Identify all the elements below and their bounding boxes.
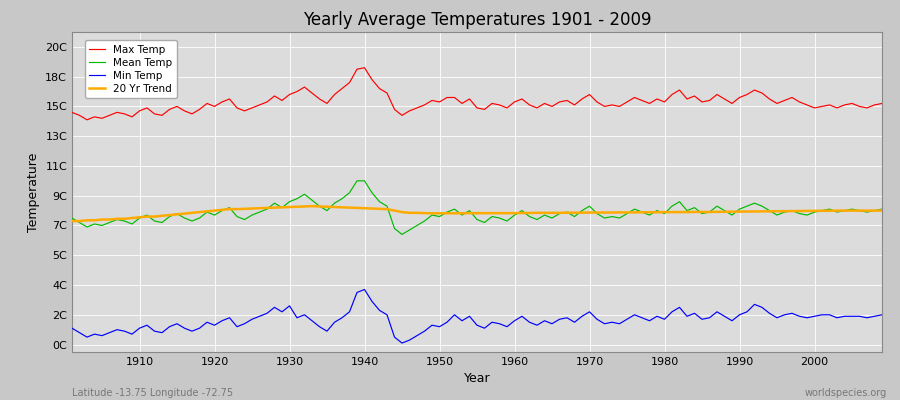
Mean Temp — [877, 207, 887, 212]
Min Temp — [877, 312, 887, 317]
Min Temp — [614, 321, 625, 326]
Mean Temp — [517, 208, 527, 213]
Max Temp — [344, 80, 355, 85]
20 Yr Trend — [67, 219, 77, 224]
Mean Temp — [127, 222, 138, 226]
Min Temp — [292, 315, 302, 320]
X-axis label: Year: Year — [464, 372, 490, 386]
Max Temp — [614, 104, 625, 109]
Y-axis label: Temperature: Temperature — [27, 152, 40, 232]
Min Temp — [517, 314, 527, 319]
Min Temp — [337, 315, 347, 320]
Legend: Max Temp, Mean Temp, Min Temp, 20 Yr Trend: Max Temp, Mean Temp, Min Temp, 20 Yr Tre… — [86, 40, 176, 98]
20 Yr Trend — [877, 208, 887, 213]
Mean Temp — [524, 214, 535, 219]
Mean Temp — [337, 196, 347, 201]
Line: Min Temp: Min Temp — [72, 290, 882, 343]
Line: Mean Temp: Mean Temp — [72, 181, 882, 234]
Mean Temp — [352, 178, 363, 183]
20 Yr Trend — [509, 211, 520, 216]
20 Yr Trend — [517, 210, 527, 215]
Max Temp — [67, 110, 77, 115]
20 Yr Trend — [344, 205, 355, 210]
Mean Temp — [292, 196, 302, 201]
Line: Max Temp: Max Temp — [72, 68, 882, 120]
Max Temp — [524, 102, 535, 107]
Mean Temp — [67, 216, 77, 220]
Min Temp — [397, 341, 408, 346]
Max Temp — [517, 96, 527, 101]
Mean Temp — [614, 216, 625, 220]
Max Temp — [299, 85, 310, 90]
Max Temp — [359, 65, 370, 70]
Max Temp — [134, 108, 145, 113]
20 Yr Trend — [607, 210, 617, 215]
20 Yr Trend — [292, 204, 302, 209]
Max Temp — [877, 101, 887, 106]
20 Yr Trend — [307, 204, 318, 208]
Text: worldspecies.org: worldspecies.org — [805, 388, 886, 398]
Mean Temp — [397, 232, 408, 237]
Text: Latitude -13.75 Longitude -72.75: Latitude -13.75 Longitude -72.75 — [72, 388, 233, 398]
Min Temp — [359, 287, 370, 292]
Line: 20 Yr Trend: 20 Yr Trend — [72, 206, 882, 221]
Title: Yearly Average Temperatures 1901 - 2009: Yearly Average Temperatures 1901 - 2009 — [302, 11, 652, 29]
Min Temp — [67, 326, 77, 330]
20 Yr Trend — [127, 216, 138, 220]
Max Temp — [82, 118, 93, 122]
Min Temp — [127, 332, 138, 336]
Min Temp — [524, 320, 535, 325]
